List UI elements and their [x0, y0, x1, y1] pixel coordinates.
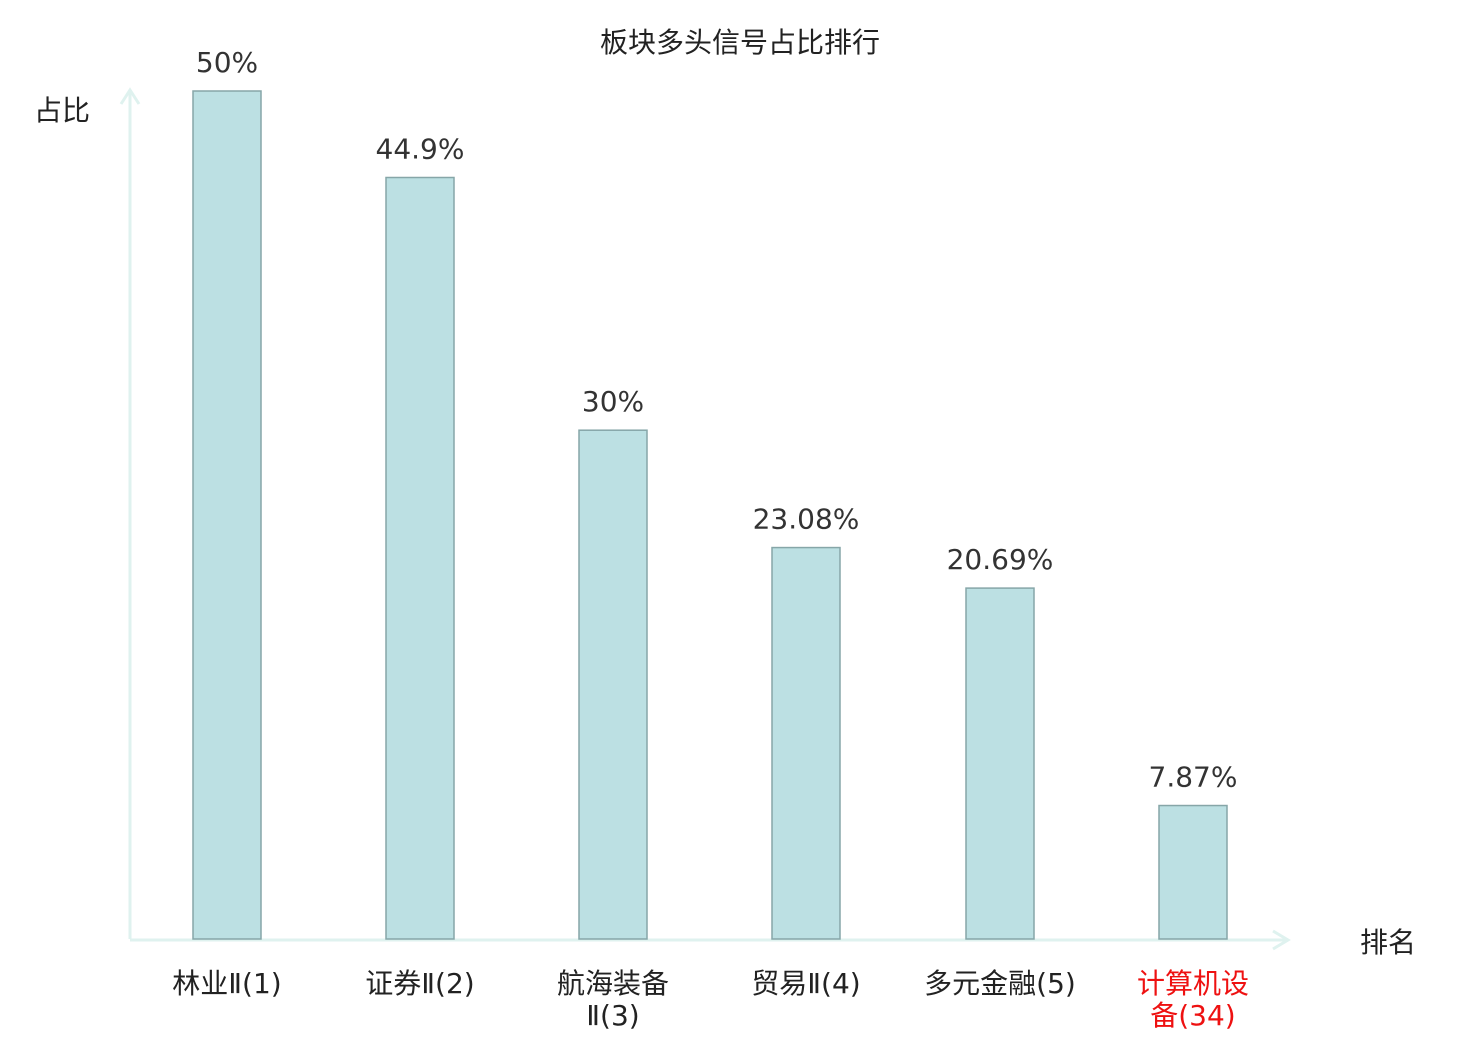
- data-label: 20.69%: [947, 543, 1054, 576]
- data-label: 44.9%: [376, 132, 465, 165]
- x-tick-label: Ⅱ(3): [586, 999, 639, 1032]
- x-tick-label: 备(34): [1150, 999, 1235, 1032]
- bar: [965, 587, 1035, 940]
- y-axis-arrow-icon: [119, 87, 141, 105]
- x-tick-label: 计算机设: [1137, 967, 1249, 1000]
- axes: [119, 87, 1291, 951]
- x-axis-label: 排名: [1360, 926, 1416, 959]
- x-tick-label: 航海装备: [557, 967, 669, 1000]
- bar: [771, 546, 841, 940]
- x-tick-label: 证券Ⅱ(2): [365, 967, 474, 1000]
- data-label: 7.87%: [1149, 761, 1238, 794]
- data-label: 50%: [196, 46, 258, 79]
- y-axis-label: 占比: [34, 94, 90, 127]
- bar: [192, 90, 262, 940]
- x-tick-label: 多元金融(5): [924, 967, 1076, 1000]
- chart-title: 板块多头信号占比排行: [600, 26, 880, 59]
- bar: [578, 429, 648, 940]
- data-label: 30%: [582, 385, 644, 418]
- data-label: 23.08%: [753, 503, 860, 536]
- x-tick-label: 林业Ⅱ(1): [172, 967, 281, 1000]
- x-tick-label: 贸易Ⅱ(4): [751, 967, 860, 1000]
- bar: [385, 176, 455, 940]
- bar: [1158, 804, 1228, 940]
- x-axis-arrow-icon: [1272, 929, 1291, 951]
